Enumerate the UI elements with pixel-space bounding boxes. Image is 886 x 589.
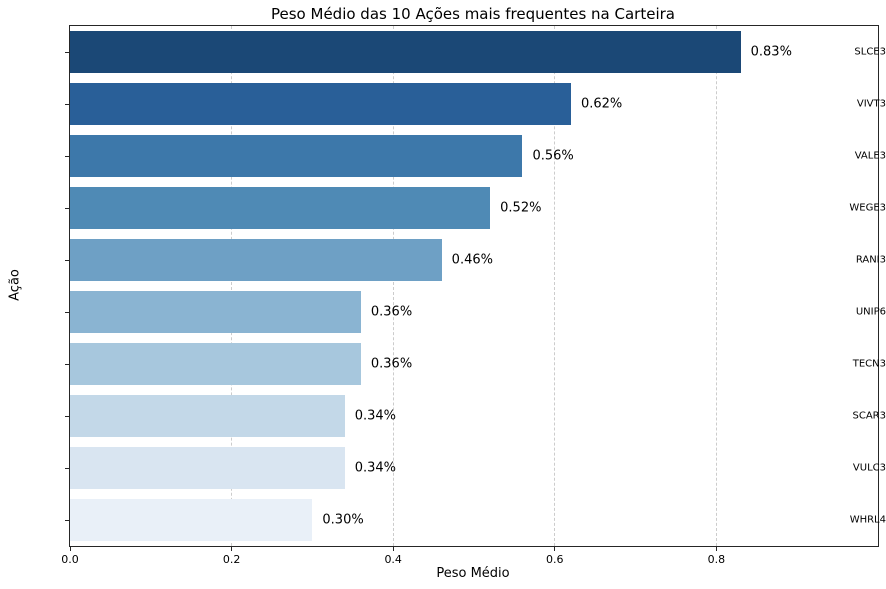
y-tick-mark [65,467,69,469]
bar-value-label: 0.30% [322,512,364,528]
gridline [554,26,556,546]
bar-value-label: 0.56% [532,148,574,164]
y-tick-mark [65,207,69,209]
x-tick-label: 0.0 [61,553,79,566]
y-tick-mark [65,415,69,417]
y-tick-label: VALE3 [854,150,886,162]
bar-value-label: 0.36% [370,356,413,372]
x-tick-mark [69,547,71,551]
bar [70,83,571,125]
y-tick-label: SCAR3 [852,410,886,422]
bar [70,343,361,385]
y-tick-mark [65,311,69,313]
bar-value-label: 0.34% [354,460,397,476]
y-tick-mark [65,519,69,521]
y-tick-label: UNIP6 [855,306,886,318]
y-tick-label: VIVT3 [856,98,886,110]
x-tick-mark [392,547,394,551]
bar [70,135,523,177]
x-tick-mark [715,547,717,551]
bar-value-label: 0.36% [370,304,413,320]
gridline [392,26,394,546]
bar [70,291,361,333]
y-tick-label: RANI3 [855,254,886,266]
y-tick-mark [65,259,69,261]
bar-value-label: 0.52% [500,200,542,216]
x-tick-label: 0.2 [222,553,241,566]
gridline [231,26,233,546]
bar-value-label: 0.46% [451,252,493,268]
x-axis-title: Peso Médio [436,566,510,581]
x-tick-mark [231,547,233,551]
bar [70,187,491,229]
chart-title: Peso Médio das 10 Ações mais frequentes … [271,5,675,23]
bar-value-label: 0.34% [354,408,397,424]
bar-value-label: 0.83% [750,44,792,60]
y-tick-label: VULC3 [852,462,886,474]
plot-area: 0.83% 0.62% 0.56% 0.52% 0.46% 0.36% 0.36% 0.34%… [69,25,879,547]
bar [70,499,313,541]
y-tick-label: TECN3 [852,358,886,370]
x-tick-label: 0.6 [546,553,564,566]
gridline [715,26,717,546]
y-tick-label: WEGE3 [849,202,886,214]
bar [70,447,345,489]
y-axis-title: Ação [7,269,23,301]
y-tick-label: SLCE3 [854,46,886,58]
y-tick-mark [65,51,69,53]
bar [70,31,741,73]
x-tick-label: 0.4 [384,553,402,566]
y-tick-mark [65,363,69,365]
x-tick-mark [554,547,556,551]
x-tick-label: 0.8 [707,553,726,566]
y-tick-mark [65,155,69,157]
bar [70,395,345,437]
bar-value-label: 0.62% [580,96,623,112]
y-tick-label: WHRL4 [849,514,886,526]
y-tick-mark [65,103,69,105]
bar [70,239,442,281]
